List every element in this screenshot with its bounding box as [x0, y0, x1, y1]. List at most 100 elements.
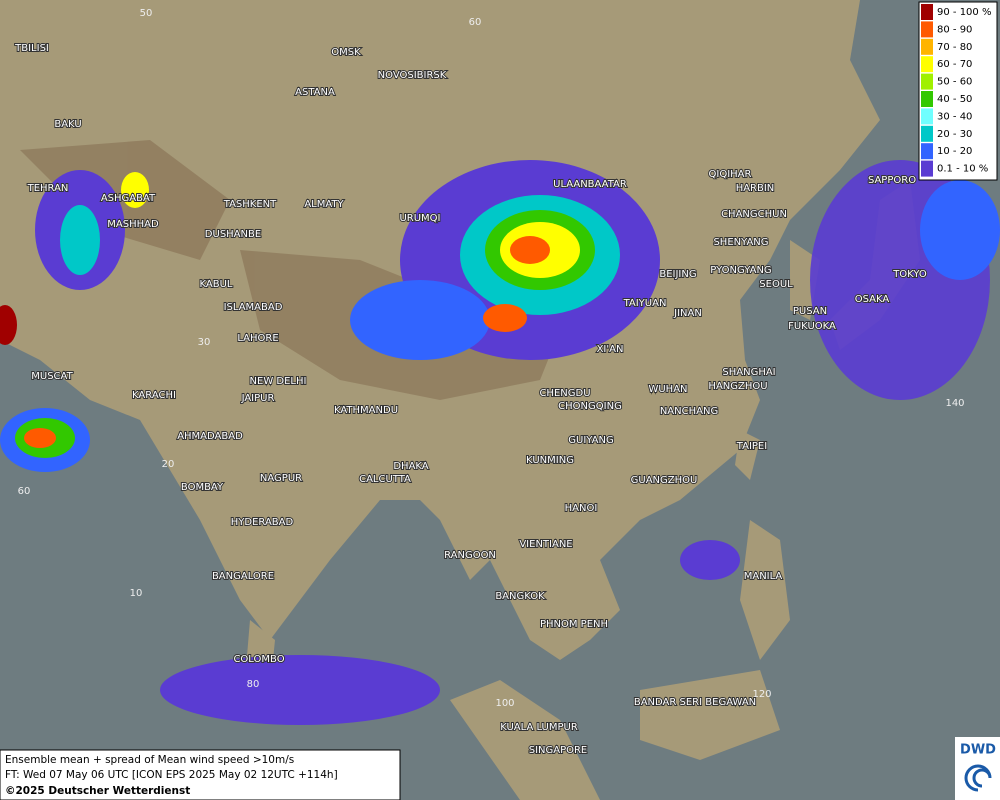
city-label: NEW DELHI — [250, 376, 307, 387]
footer-line: FT: Wed 07 May 06 UTC [ICON EPS 2025 May… — [5, 769, 338, 781]
city-label: TEHRAN — [27, 183, 69, 194]
legend-swatch — [921, 160, 933, 177]
logo-text: DWD — [960, 743, 996, 758]
city-label: QIQIHAR — [709, 169, 752, 180]
city-label: KABUL — [200, 279, 233, 290]
footer-box — [0, 749, 401, 800]
city-label: NOVOSIBIRSK — [378, 70, 447, 81]
legend: 90 - 100 % 80 - 90 70 - 80 60 - 70 50 - 60 40… — [918, 1, 998, 181]
city-label: DHAKA — [393, 461, 428, 472]
legend-swatch — [921, 91, 933, 107]
city-label: TBILISI — [14, 43, 49, 54]
legend-swatch — [921, 21, 933, 38]
city-label: OMSK — [331, 47, 361, 58]
grid-label: 50 — [140, 8, 153, 19]
city-label: HANGZHOU — [708, 381, 767, 392]
city-label: BANGALORE — [212, 571, 274, 582]
city-label: BANDAR SERI BEGAWAN — [634, 697, 756, 708]
city-label: ASHGABAT — [101, 193, 156, 204]
legend-swatch — [921, 38, 933, 55]
legend-label: 30 - 40 — [937, 111, 972, 122]
city-label: PYONGYANG — [710, 265, 771, 276]
footer-line: Ensemble mean + spread of Mean wind spee… — [5, 754, 294, 766]
city-label: TOKYO — [892, 269, 927, 280]
wind-field — [0, 160, 1000, 725]
logo-swirl — [964, 764, 992, 792]
grid-label: 140 — [945, 398, 964, 409]
city-label: SHANGHAI — [722, 367, 775, 378]
legend-label: 90 - 100 % — [937, 7, 991, 18]
grid-label: 10 — [130, 588, 143, 599]
city-label: ULAANBAATAR — [553, 179, 627, 190]
city-label: CALCUTTA — [359, 474, 411, 485]
city-label: BAKU — [54, 119, 81, 130]
city-label: RANGOON — [444, 550, 496, 561]
city-label: DUSHANBE — [205, 229, 261, 240]
legend-swatch — [921, 56, 933, 73]
city-label: HYDERABAD — [231, 517, 294, 528]
legend-label: 20 - 30 — [937, 129, 972, 140]
city-label: SAPPORO — [868, 175, 916, 186]
footer-line: ©2025 Deutscher Wetterdienst — [5, 785, 190, 797]
city-label: ASTANA — [295, 87, 335, 98]
city-label: KARACHI — [132, 390, 176, 401]
city-label: KATHMANDU — [334, 405, 398, 416]
city-label: JINAN — [673, 308, 702, 319]
grid-label: 30 — [198, 337, 211, 348]
city-label: WUHAN — [648, 384, 687, 395]
city-label: CHONGQING — [558, 401, 622, 412]
legend-label: 10 - 20 — [937, 146, 972, 157]
legend-swatch — [921, 108, 933, 125]
legend-label: 70 - 80 — [937, 42, 972, 53]
city-label: HARBIN — [736, 183, 775, 194]
city-label: NANCHANG — [660, 406, 718, 417]
city-label: SEOUL — [759, 279, 793, 290]
legend-swatch — [921, 143, 933, 160]
city-label: JAIPUR — [241, 393, 275, 404]
city-label: BANGKOK — [495, 591, 545, 602]
legend-swatch — [921, 73, 933, 90]
city-label: URUMQI — [399, 213, 440, 224]
city-label: ALMATY — [304, 199, 344, 210]
city-label: TAIPEI — [736, 441, 767, 452]
city-label: FUKUOKA — [788, 321, 836, 332]
city-label: HANOI — [565, 503, 598, 514]
legend-label: 50 - 60 — [937, 77, 972, 88]
legend-label: 60 - 70 — [937, 59, 972, 70]
city-label: BOMBAY — [181, 482, 224, 493]
city-label: BEIJING — [659, 269, 696, 280]
grid-label: 60 — [469, 17, 482, 28]
city-label: GUIYANG — [568, 435, 613, 446]
grid-label: 100 — [495, 698, 514, 709]
grid-label: 20 — [162, 459, 175, 470]
city-label: KUALA LUMPUR — [500, 722, 578, 733]
city-label: OSAKA — [855, 294, 890, 305]
legend-label: 80 - 90 — [937, 24, 972, 35]
city-label: VIENTIANE — [519, 539, 572, 550]
city-label: CHANGCHUN — [721, 209, 787, 220]
grid-label: 60 — [18, 486, 31, 497]
legend-label: 0.1 - 10 % — [937, 164, 988, 175]
city-label: MANILA — [744, 571, 783, 582]
city-label: MASHHAD — [107, 219, 159, 230]
legend-swatch — [921, 4, 933, 20]
city-label: AHMADABAD — [177, 431, 243, 442]
city-label: PHNOM PENH — [540, 619, 608, 630]
city-label: TAIYUAN — [623, 298, 667, 309]
city-label: CHENGDU — [539, 388, 590, 399]
grid-label: 80 — [247, 679, 260, 690]
city-label: SHENYANG — [713, 237, 768, 248]
legend-swatch — [921, 125, 933, 142]
grid-label: 120 — [752, 689, 771, 700]
city-label: MUSCAT — [31, 371, 73, 382]
city-label: TASHKENT — [223, 199, 277, 210]
legend-label: 40 - 50 — [937, 94, 972, 105]
city-label: ISLAMABAD — [224, 302, 283, 313]
city-label: GUANGZHOU — [631, 475, 698, 486]
city-label: NAGPUR — [260, 473, 302, 484]
city-label: KUNMING — [526, 455, 574, 466]
city-label: COLOMBO — [233, 654, 284, 665]
city-label: XI'AN — [597, 344, 624, 355]
city-label: PUSAN — [793, 306, 827, 317]
